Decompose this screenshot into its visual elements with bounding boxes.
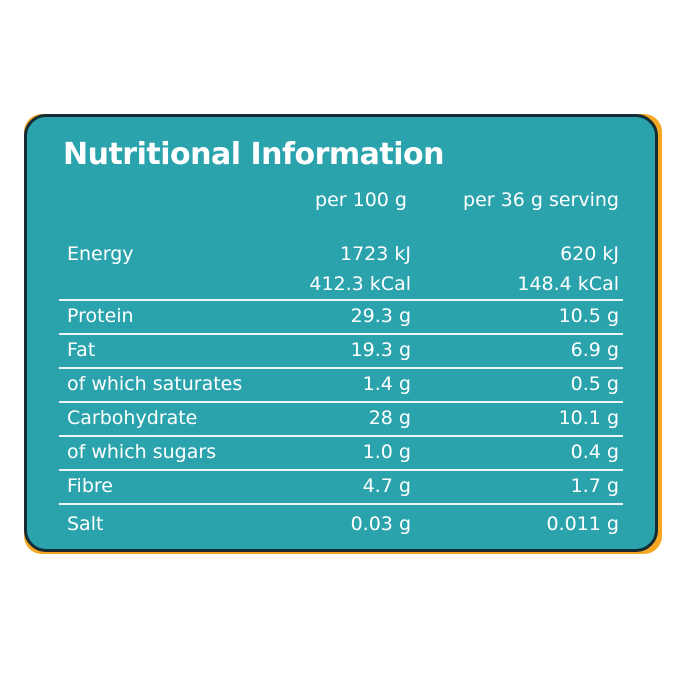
row-label: of which saturates xyxy=(67,373,243,395)
row-label: Protein xyxy=(67,305,134,327)
row-label: of which sugars xyxy=(67,441,217,463)
column-header-per-100g: per 100 g xyxy=(315,189,407,211)
value-per-100g: 28 g xyxy=(368,407,411,429)
table-row: Salt 0.03 g 0.011 g xyxy=(59,505,623,541)
column-header-per-serving: per 36 g serving xyxy=(463,189,619,211)
value-per-serving: 0.011 g xyxy=(546,513,620,535)
nutrition-panel: Nutritional Information per 100 g per 36… xyxy=(24,114,658,552)
table-row: of which saturates 1.4 g 0.5 g xyxy=(59,369,623,403)
energy-kcal-per-serving: 148.4 kCal xyxy=(517,273,619,295)
table-row: Protein 29.3 g 10.5 g xyxy=(59,301,623,335)
value-per-100g: 29.3 g xyxy=(350,305,411,327)
table-row: of which sugars 1.0 g 0.4 g xyxy=(59,437,623,471)
energy-kj-per-serving: 620 kJ xyxy=(560,243,619,265)
row-label: Fat xyxy=(67,339,96,361)
row-label: Fibre xyxy=(67,475,113,497)
row-label: Energy xyxy=(67,243,134,265)
panel-title: Nutritional Information xyxy=(63,137,445,172)
value-per-100g: 19.3 g xyxy=(350,339,411,361)
nutrition-table: Energy 1723 kJ 620 kJ 412.3 kCal 148.4 k… xyxy=(59,235,623,541)
table-row-energy: Energy 1723 kJ 620 kJ 412.3 kCal 148.4 k… xyxy=(59,235,623,301)
value-per-serving: 0.4 g xyxy=(570,441,619,463)
energy-kcal-per-100g: 412.3 kCal xyxy=(309,273,411,295)
value-per-100g: 4.7 g xyxy=(362,475,411,497)
table-row: Fibre 4.7 g 1.7 g xyxy=(59,471,623,505)
row-label: Carbohydrate xyxy=(67,407,198,429)
value-per-serving: 10.1 g xyxy=(558,407,619,429)
value-per-serving: 0.5 g xyxy=(570,373,619,395)
value-per-serving: 10.5 g xyxy=(558,305,619,327)
energy-kj-per-100g: 1723 kJ xyxy=(340,243,411,265)
value-per-serving: 6.9 g xyxy=(570,339,619,361)
table-row: Fat 19.3 g 6.9 g xyxy=(59,335,623,369)
value-per-100g: 1.0 g xyxy=(362,441,411,463)
table-row: Carbohydrate 28 g 10.1 g xyxy=(59,403,623,437)
row-label: Salt xyxy=(67,513,104,535)
value-per-100g: 0.03 g xyxy=(350,513,411,535)
value-per-100g: 1.4 g xyxy=(362,373,411,395)
value-per-serving: 1.7 g xyxy=(570,475,619,497)
